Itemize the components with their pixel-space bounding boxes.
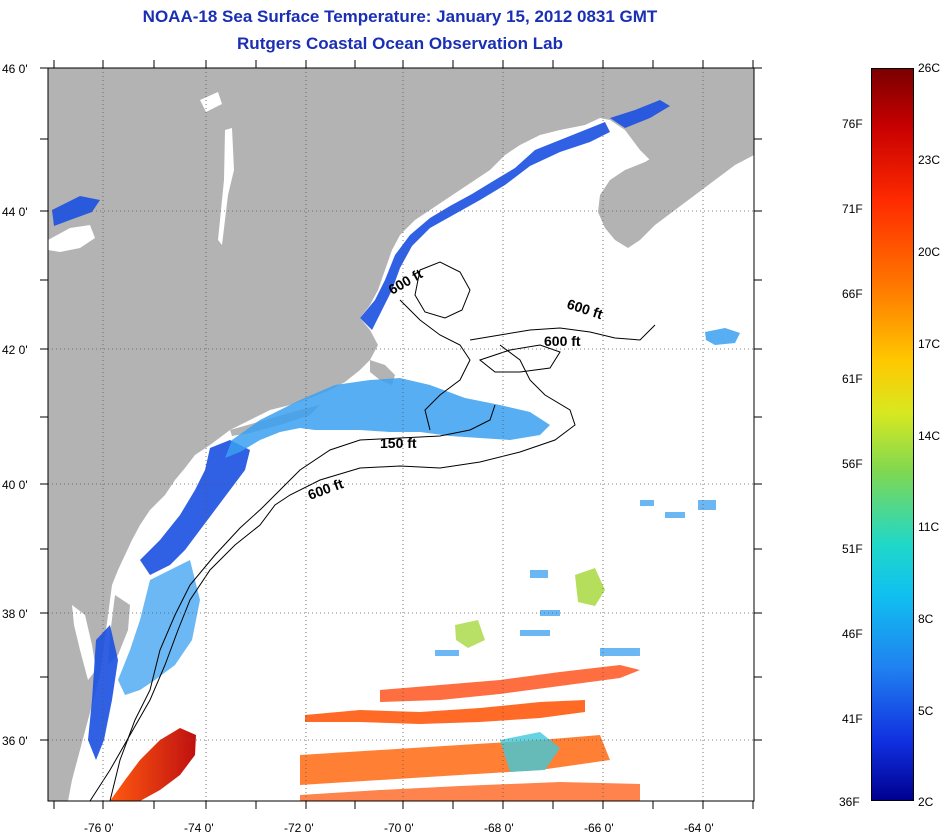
lat-label-44: 44 0' xyxy=(2,205,28,219)
colorbar-label-c-17: 17C xyxy=(918,337,941,351)
sst-scattered-blobs xyxy=(435,500,716,656)
sst-cool-patch-east xyxy=(705,328,740,345)
map-title: NOAA-18 Sea Surface Temperature: January… xyxy=(142,7,658,26)
sst-cold-band xyxy=(360,122,610,330)
sst-warm-filament-2 xyxy=(380,665,640,702)
colorbar-label-c-20: 20C xyxy=(918,245,941,259)
contour-inner-gom xyxy=(399,299,471,431)
contour-gom-ridge xyxy=(469,324,656,341)
sst-cold-nearshore xyxy=(140,440,250,575)
contour-150ft xyxy=(109,404,496,801)
lake-small xyxy=(200,92,222,112)
colorbar-label-c-8: 8C xyxy=(918,612,934,626)
map-frame xyxy=(47,67,755,802)
colorbar-label-f-36: 36F xyxy=(839,795,860,809)
axis-ticks xyxy=(40,60,762,809)
colorbar-label-f-51: 51F xyxy=(842,542,863,556)
colorbar-label-f-56: 56F xyxy=(842,457,863,471)
colorbar-label-f-71: 71F xyxy=(842,202,863,216)
sst-mixed-patch-2 xyxy=(455,620,485,648)
lon-label-76: -76 0' xyxy=(84,821,114,835)
lat-label-38: 38 0' xyxy=(2,607,28,621)
sst-warm-hatteras xyxy=(110,728,196,801)
lat-label-46: 46 0' xyxy=(2,62,28,76)
sst-cold-bay-fundy xyxy=(610,100,670,128)
lake-champlain xyxy=(218,128,234,245)
colorbar-label-c-11: 11C xyxy=(918,520,940,534)
colorbar-label-f-66: 66F xyxy=(842,287,863,301)
lat-label-42: 42 0' xyxy=(2,343,28,357)
chesapeake-bay xyxy=(72,605,96,680)
contour-georges xyxy=(478,344,561,373)
land-mainland xyxy=(48,68,754,801)
lake-ontario xyxy=(48,225,95,252)
sst-warm-filament-1 xyxy=(305,700,585,724)
contour-label-600ft-georges: 600 ft xyxy=(544,333,581,349)
colorbar-label-c-23: 23C xyxy=(918,153,941,167)
contour-label-150ft: 150 ft xyxy=(380,435,417,451)
sst-mixed-patch-3 xyxy=(500,732,560,772)
colorbar-label-f-61: 61F xyxy=(842,372,863,386)
lat-lon-grid xyxy=(48,68,754,801)
lon-label-64: -64 0' xyxy=(684,821,714,835)
sst-cool-nj-shelf xyxy=(118,560,200,695)
colorbar-label-c-26: 26C xyxy=(918,61,941,75)
map-subtitle: Rutgers Coastal Ocean Observation Lab xyxy=(237,34,563,53)
lon-label-70: -70 0' xyxy=(384,821,414,835)
sst-warm-bottom xyxy=(300,782,640,801)
temperature-colorbar xyxy=(871,68,914,801)
lon-label-68: -68 0' xyxy=(484,821,514,835)
lat-label-36: 36 0' xyxy=(2,734,28,748)
contour-gom-basin xyxy=(414,261,471,319)
sst-mixed-patch-1 xyxy=(575,568,605,606)
contour-600ft-shelf xyxy=(89,344,576,801)
colorbar-label-f-41: 41F xyxy=(842,712,863,726)
colorbar-label-c-5: 5C xyxy=(918,704,934,718)
lon-label-66: -66 0' xyxy=(584,821,614,835)
colorbar-label-f-46: 46F xyxy=(842,627,863,641)
lon-label-72: -72 0' xyxy=(284,821,314,835)
colorbar-label-c-14: 14C xyxy=(918,429,941,443)
sst-cool-shelf xyxy=(225,378,550,458)
bathymetry-contours xyxy=(89,261,656,801)
colorbar-label-c-2: 2C xyxy=(918,795,934,809)
lon-label-74: -74 0' xyxy=(184,821,214,835)
lat-label-40: 40 0' xyxy=(2,478,28,492)
colorbar-label-f-76: 76F xyxy=(842,117,863,131)
